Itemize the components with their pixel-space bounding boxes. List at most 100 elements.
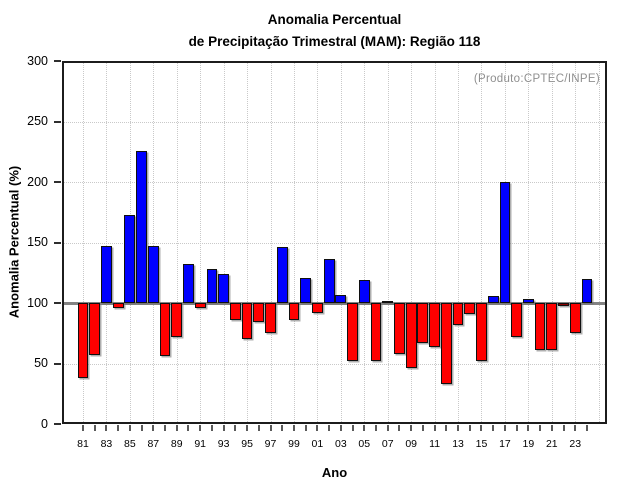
x-tick-label: 85 — [124, 438, 136, 450]
x-tick — [550, 425, 553, 431]
bar-83 — [101, 246, 112, 303]
y-tick — [54, 241, 61, 244]
plot-area: (Produto:CPTEC/INPE) — [62, 61, 607, 424]
bar-11 — [429, 303, 440, 347]
x-tick — [562, 425, 565, 431]
bar-96 — [253, 303, 265, 323]
h-gridline — [62, 242, 607, 244]
bar-98 — [276, 247, 288, 303]
bar-04 — [347, 303, 358, 362]
bar-23 — [569, 303, 581, 334]
bar-93 — [218, 273, 230, 303]
v-gridline — [247, 61, 249, 424]
v-gridline — [83, 61, 84, 424]
x-tick — [304, 425, 307, 431]
bar-09 — [405, 303, 417, 369]
bar-14 — [464, 303, 476, 314]
bar-99 — [288, 303, 300, 320]
bar-85 — [124, 214, 136, 303]
x-tick — [152, 425, 155, 431]
baseline-100 — [62, 301, 607, 305]
y-tick-label: 0 — [41, 416, 48, 431]
y-tick — [54, 362, 61, 365]
bar-84 — [112, 303, 124, 308]
v-gridline — [434, 61, 436, 424]
h-gridline — [62, 121, 607, 123]
x-tick — [433, 425, 436, 431]
v-gridline — [528, 61, 530, 424]
bar-02 — [323, 259, 335, 303]
y-tick-label: 200 — [27, 174, 48, 189]
v-gridline — [387, 61, 389, 424]
bar-05 — [358, 280, 370, 303]
bar-88 — [159, 303, 171, 357]
x-tick — [421, 425, 424, 431]
x-tick — [492, 425, 495, 431]
x-tick — [234, 425, 237, 431]
bar-94 — [229, 303, 241, 320]
v-gridline — [575, 61, 577, 424]
x-tick-label: 09 — [405, 438, 417, 450]
chart-title-line2: de Precipitação Trimestral (MAM): Região… — [188, 33, 481, 49]
x-tick — [93, 425, 96, 431]
bar-01 — [312, 303, 323, 313]
x-tick-label: 93 — [217, 438, 230, 450]
x-tick-label: 03 — [334, 438, 347, 450]
x-tick — [105, 425, 108, 431]
x-tick — [515, 425, 518, 431]
x-tick — [281, 425, 284, 431]
bar-81 — [77, 303, 89, 379]
bar-15 — [476, 303, 487, 362]
x-tick — [187, 425, 190, 431]
x-tick-label: 17 — [499, 438, 511, 450]
x-tick — [468, 425, 471, 431]
v-gridline — [364, 61, 366, 424]
x-tick — [316, 425, 319, 431]
x-tick-label: 95 — [241, 438, 253, 450]
bar-03 — [335, 294, 347, 303]
chart-title: Anomalia Percentual de Precipitação Trim… — [62, 9, 607, 52]
x-tick — [503, 425, 506, 431]
x-tick-label: 99 — [288, 438, 300, 450]
bar-13 — [452, 303, 464, 325]
v-gridline — [153, 61, 155, 424]
bar-24 — [581, 278, 593, 303]
bar-90 — [183, 264, 194, 303]
h-gridline — [62, 363, 607, 365]
x-tick — [539, 425, 542, 431]
v-gridline — [598, 61, 600, 424]
x-tick — [445, 425, 448, 431]
x-tick-label: 83 — [100, 438, 113, 450]
v-gridline — [411, 61, 413, 424]
v-gridline — [293, 61, 295, 424]
bar-87 — [147, 246, 159, 303]
x-tick-label: 13 — [452, 438, 464, 450]
x-tick — [363, 425, 366, 431]
v-gridline — [223, 61, 225, 424]
v-gridline — [340, 61, 342, 424]
x-tick — [351, 425, 354, 431]
x-tick-label: 97 — [264, 438, 277, 450]
x-tick — [199, 425, 202, 431]
bar-08 — [394, 303, 405, 354]
x-tick — [527, 425, 530, 431]
bar-17 — [499, 182, 511, 303]
y-tick-label: 50 — [34, 356, 48, 370]
x-tick — [128, 425, 131, 431]
x-tick — [210, 425, 213, 431]
y-tick — [54, 120, 61, 123]
bar-22 — [558, 303, 569, 306]
y-tick — [54, 423, 61, 425]
h-gridline — [62, 182, 607, 183]
x-tick — [386, 425, 389, 431]
x-tick — [82, 425, 84, 431]
x-tick — [398, 425, 401, 431]
x-tick-label: 01 — [311, 438, 324, 450]
bar-18 — [511, 303, 523, 337]
y-tick-label: 100 — [27, 295, 48, 310]
x-tick — [140, 425, 143, 431]
x-tick — [375, 425, 377, 431]
producer-annotation: (Produto:CPTEC/INPE) — [473, 73, 600, 85]
v-gridline — [106, 61, 108, 424]
